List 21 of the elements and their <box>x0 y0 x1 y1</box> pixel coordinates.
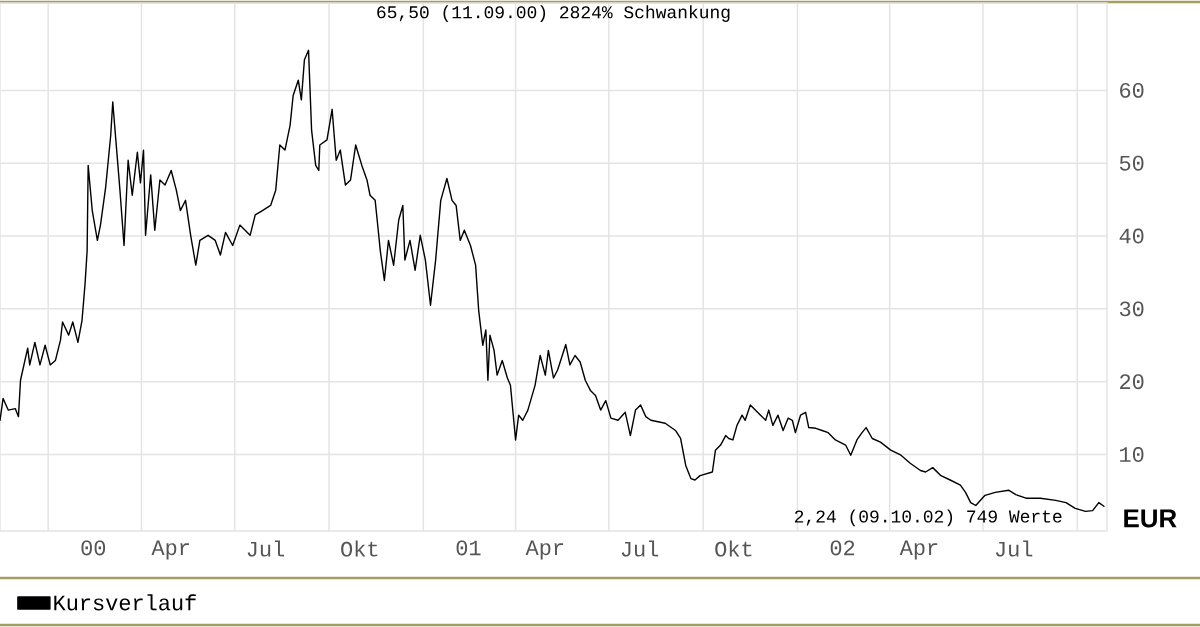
y-tick-label: 20 <box>1120 374 1144 390</box>
y-tick-label: 60 <box>1120 82 1144 98</box>
y-tick-label: 10 <box>1120 447 1144 462</box>
y-tick-label: 30 <box>1119 301 1144 317</box>
x-tick-label: 01 <box>456 540 481 556</box>
annotation: 65,50 (11.09.00) 2824% Schwankung <box>377 5 730 22</box>
y-axis-title: EUR <box>1124 509 1177 528</box>
x-tick-label: Okt <box>715 540 752 557</box>
y-tick-label: 40 <box>1119 228 1144 244</box>
x-tick-label: 00 <box>81 540 106 556</box>
x-tick-label: Okt <box>341 540 378 557</box>
y-tick-label: 50 <box>1119 155 1144 171</box>
x-tick-label: Jul <box>247 540 285 557</box>
annotation: 2,24 (09.10.02) 749 Werte <box>794 509 1062 527</box>
legend-label: Kursverlauf <box>54 594 196 611</box>
x-tick-label: Jul <box>621 540 659 557</box>
x-tick-label: Apr <box>525 540 564 560</box>
x-tick-label: Jul <box>995 540 1033 557</box>
x-tick-label: Apr <box>899 540 938 560</box>
x-tick-label: 02 <box>830 540 855 556</box>
x-tick-label: Apr <box>151 540 189 560</box>
